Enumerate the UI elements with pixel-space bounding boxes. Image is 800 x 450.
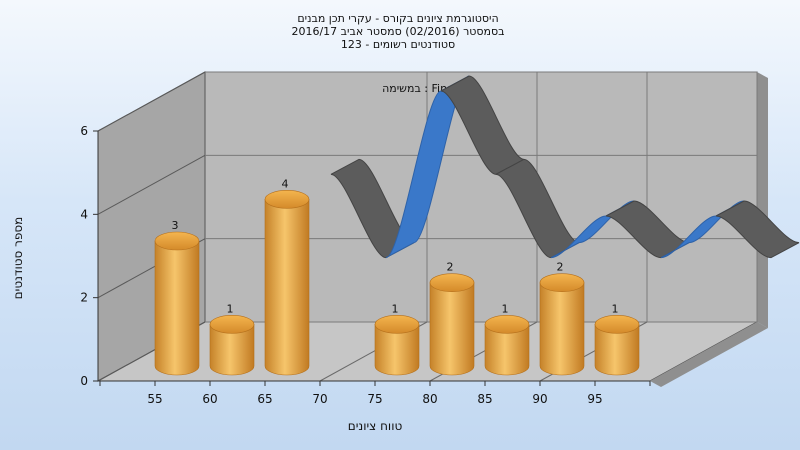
bar-body xyxy=(429,282,475,376)
bar: 1 xyxy=(594,302,640,376)
bar-body xyxy=(209,324,255,376)
bar-value-label: 1 xyxy=(392,302,399,315)
grid-line-y-left xyxy=(97,71,206,132)
bar-value-label: 1 xyxy=(612,302,619,315)
bar: 4 xyxy=(264,177,310,376)
x-axis-label: טווח ציונים xyxy=(348,419,403,433)
bar-body xyxy=(594,324,640,376)
bar-cap xyxy=(264,190,310,209)
bar-cap xyxy=(594,315,640,334)
bar-body xyxy=(154,240,200,376)
bar: 2 xyxy=(539,261,585,376)
chart-title-line-3: סטודנטים רשומים - 123 xyxy=(341,38,455,51)
x-tick-label: 55 xyxy=(147,392,162,406)
bar-cap xyxy=(154,231,200,251)
bar-body xyxy=(374,324,420,376)
x-tick-label: 60 xyxy=(202,392,217,406)
y-axis-ticks: 0 2 4 6 xyxy=(80,124,98,388)
bar-cap xyxy=(374,315,420,334)
x-tick-label: 90 xyxy=(532,392,547,406)
x-tick-label: 95 xyxy=(587,392,602,406)
bar-value-label: 1 xyxy=(227,302,234,315)
line-segment xyxy=(715,200,800,259)
bar: 2 xyxy=(429,261,475,376)
front-bottom-edge xyxy=(650,322,768,387)
grid-line-y-left xyxy=(97,154,206,215)
bar-value-label: 4 xyxy=(282,177,289,190)
x-axis-ticks: 55 60 65 70 75 80 85 90 95 xyxy=(99,381,651,406)
y-tick-label: 4 xyxy=(80,207,88,221)
x-tick-label: 65 xyxy=(257,392,272,406)
bar: 1 xyxy=(374,302,420,376)
bar-value-label: 2 xyxy=(557,261,564,274)
bar-body xyxy=(264,199,310,376)
bar-value-label: 1 xyxy=(502,302,509,315)
bar: 3 xyxy=(154,219,200,376)
bar-cap xyxy=(539,273,585,292)
x-tick-label: 80 xyxy=(422,392,437,406)
right-edge-shadow xyxy=(757,72,768,328)
x-tick-label: 70 xyxy=(312,392,327,406)
bar-body xyxy=(539,282,585,376)
y-tick-label: 2 xyxy=(80,291,88,305)
bar-cap xyxy=(429,273,475,292)
x-tick-label: 85 xyxy=(477,392,492,406)
line-series xyxy=(330,75,800,259)
y-tick-label: 0 xyxy=(80,374,88,388)
x-tick-label: 75 xyxy=(367,392,382,406)
bar: 1 xyxy=(484,302,530,376)
bar-cap xyxy=(209,315,255,334)
bar: 1 xyxy=(209,302,255,376)
bar-cap xyxy=(484,315,530,334)
y-tick-label: 6 xyxy=(80,124,88,138)
bar-body xyxy=(484,324,530,376)
bar-value-label: 2 xyxy=(447,261,454,274)
chart-title-line-2: בסמסטר (02/2016) סמסטר אביב 2016/17 xyxy=(291,25,504,38)
chart-title-line-1: היסטוגרמת ציונים בקורס - עקרי תכן מבנים xyxy=(297,12,498,25)
bar-series: 3 1 4 1 2 1 2 1 xyxy=(154,177,640,376)
y-axis-label: מספר סטודנטים xyxy=(11,217,25,300)
bar-value-label: 3 xyxy=(172,219,179,232)
